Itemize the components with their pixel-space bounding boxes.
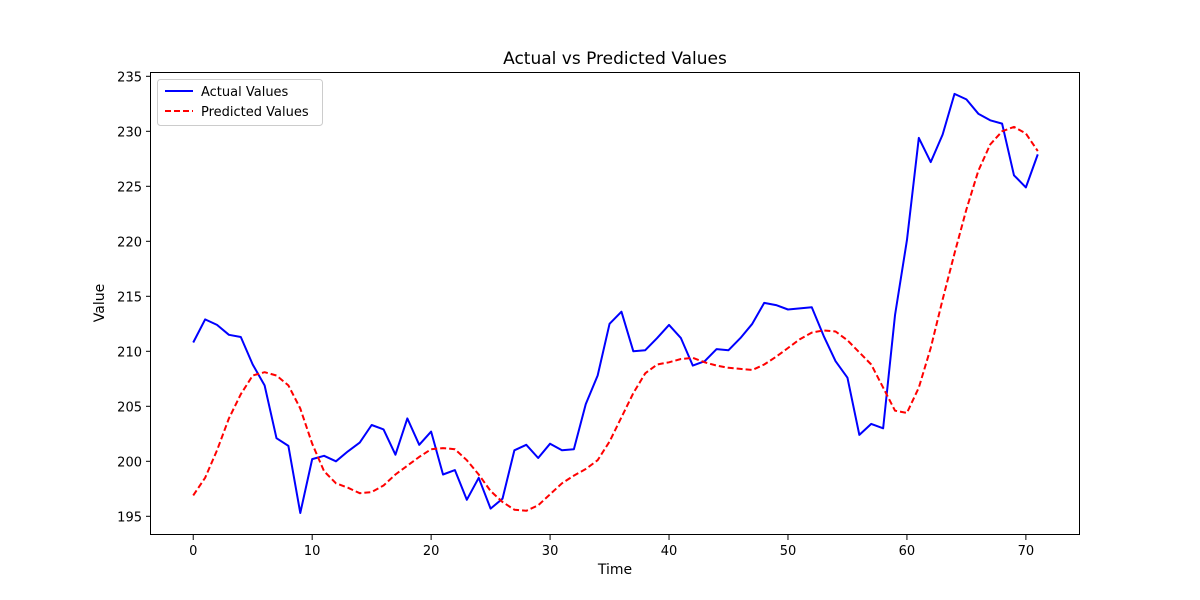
legend-label-actual: Actual Values	[201, 85, 289, 100]
y-tick-label: 215	[117, 290, 142, 305]
x-tick-label: 30	[542, 544, 559, 559]
x-tick-label: 10	[304, 544, 321, 559]
series-line-actual	[192, 92, 1039, 514]
legend: Actual Values Predicted Values	[157, 79, 323, 126]
x-tick-label: 70	[1018, 544, 1035, 559]
x-tick-label: 20	[423, 544, 440, 559]
x-axis-title: Time	[597, 562, 632, 578]
y-tick-label: 200	[117, 455, 142, 470]
series-line-predicted	[192, 125, 1039, 512]
x-tick-label: 60	[899, 544, 916, 559]
x-axis-ticks: 0 10 20 30 40 50 60 70	[189, 535, 1034, 559]
legend-label-predicted: Predicted Values	[201, 105, 309, 120]
y-tick-label: 210	[117, 345, 142, 360]
y-axis-title: Value	[92, 284, 108, 322]
y-tick-label: 205	[117, 400, 142, 415]
y-axis-ticks: 195 200 205 210 215 220 225 230 235	[117, 70, 151, 525]
plot-layer	[192, 92, 1039, 514]
plot-frame	[150, 72, 1080, 535]
legend-box	[157, 79, 323, 126]
y-tick-label: 235	[117, 70, 142, 85]
x-tick-label: 0	[189, 544, 197, 559]
y-tick-label: 225	[117, 180, 142, 195]
y-tick-label: 220	[117, 235, 142, 250]
x-tick-label: 40	[661, 544, 678, 559]
chart-title: Actual vs Predicted Values	[503, 49, 727, 69]
y-tick-label: 195	[117, 510, 142, 525]
x-tick-label: 50	[780, 544, 797, 559]
y-tick-label: 230	[117, 125, 142, 140]
